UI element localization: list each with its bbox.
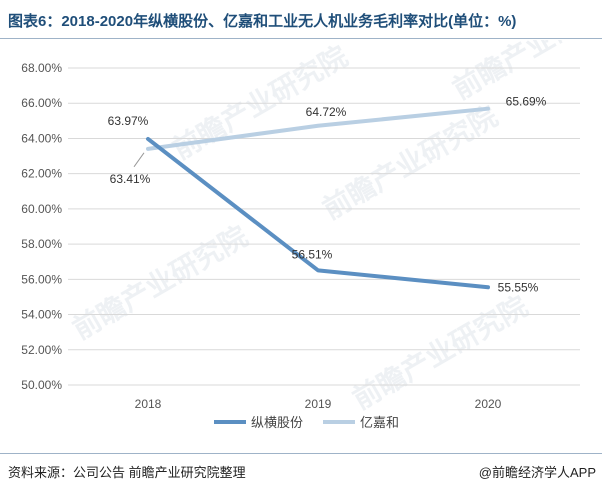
data-label: 64.72% <box>306 105 347 119</box>
source-note: 资料来源：公司公告 前瞻产业研究院整理 <box>8 465 246 480</box>
x-axis-ticks: 2018 2019 2020 <box>135 397 502 411</box>
data-labels: 63.97% 56.51% 55.55% 63.41% 64.72% 65.69% <box>108 95 547 295</box>
y-tick-label: 56.00% <box>21 272 62 286</box>
chart-title: 图表6：2018-2020年纵横股份、亿嘉和工业无人机业务毛利率对比(单位：%) <box>8 13 517 30</box>
footer-divider <box>0 453 602 454</box>
y-tick-label: 58.00% <box>21 237 62 251</box>
watermark-text: 前瞻产业研究院 <box>347 289 533 415</box>
legend: 纵横股份 亿嘉和 <box>214 415 399 430</box>
x-tick-label: 2020 <box>475 397 502 411</box>
series-lines <box>146 106 490 290</box>
grid-lines <box>68 67 580 386</box>
y-tick-label: 68.00% <box>21 61 62 75</box>
data-label: 63.41% <box>110 172 151 186</box>
y-axis-ticks: 50.00% 52.00% 54.00% 56.00% 58.00% 60.00% 62.0… <box>21 61 62 392</box>
y-tick-label: 50.00% <box>21 378 62 392</box>
data-label: 65.69% <box>506 95 547 109</box>
data-label: 63.97% <box>108 114 149 128</box>
x-tick-label: 2018 <box>135 397 162 411</box>
y-tick-label: 66.00% <box>21 96 62 110</box>
credit-note: @前瞻经济学人APP <box>478 465 596 480</box>
x-tick-label: 2019 <box>305 397 332 411</box>
legend-label: 亿嘉和 <box>360 415 399 430</box>
y-tick-label: 64.00% <box>21 131 62 145</box>
label-leader-line <box>133 152 145 168</box>
series-line-zongheng <box>146 136 490 290</box>
y-tick-label: 60.00% <box>21 202 62 216</box>
data-label: 55.55% <box>498 280 539 294</box>
series-line-yijiahe <box>146 106 490 151</box>
watermark-text: 前瞻产业研究院 <box>167 40 353 165</box>
watermark-text: 前瞻产业研究院 <box>67 219 253 345</box>
legend-label: 纵横股份 <box>251 415 303 430</box>
y-tick-label: 62.00% <box>21 167 62 181</box>
y-tick-label: 52.00% <box>21 343 62 357</box>
title-divider <box>0 38 602 39</box>
data-label: 56.51% <box>292 247 333 261</box>
y-tick-label: 54.00% <box>21 308 62 322</box>
